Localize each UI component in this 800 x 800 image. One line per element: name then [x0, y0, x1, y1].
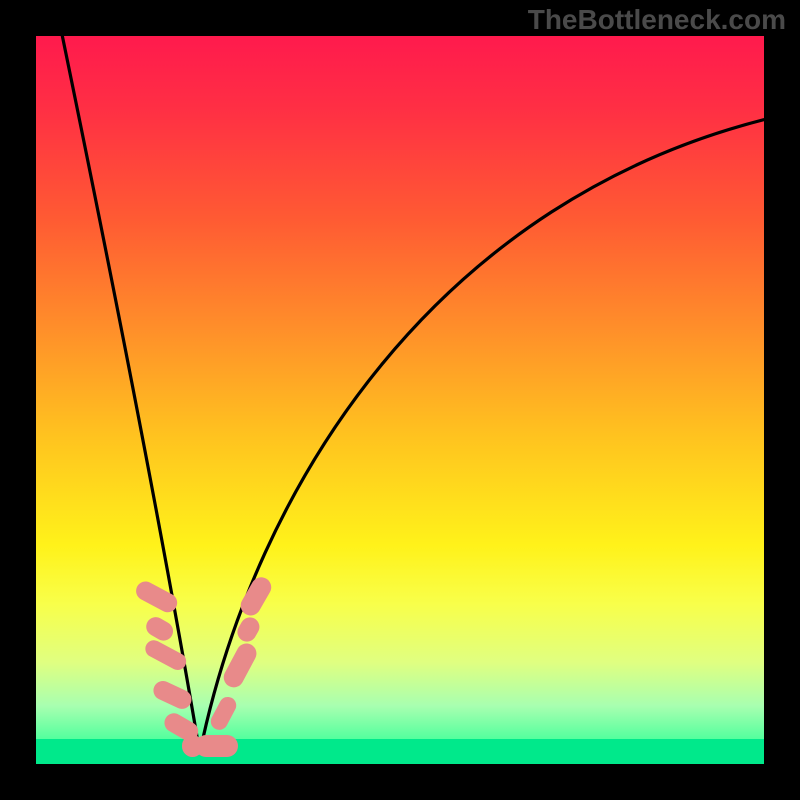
watermark-text: TheBottleneck.com [528, 4, 786, 36]
plot-area [36, 36, 764, 764]
curve-layer [36, 36, 764, 764]
stage: TheBottleneck.com [0, 0, 800, 800]
data-marker [195, 735, 237, 757]
